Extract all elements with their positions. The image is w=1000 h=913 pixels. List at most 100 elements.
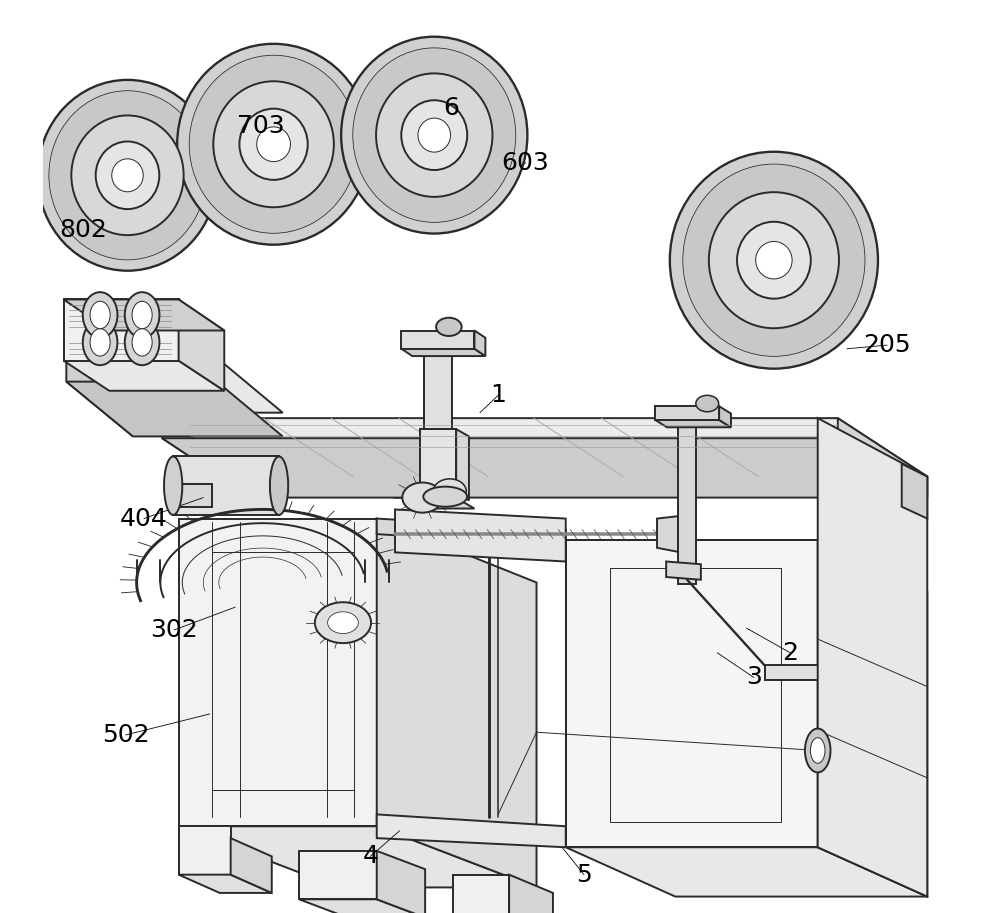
Polygon shape [412,502,474,509]
Polygon shape [231,838,272,893]
Polygon shape [162,438,927,498]
Polygon shape [66,382,283,436]
Ellipse shape [38,80,217,270]
Ellipse shape [125,292,159,338]
Ellipse shape [83,320,117,365]
Ellipse shape [810,738,825,763]
Ellipse shape [270,456,288,515]
Polygon shape [162,418,252,498]
Ellipse shape [90,329,110,356]
Polygon shape [299,851,377,899]
Polygon shape [64,299,224,331]
Polygon shape [655,406,719,420]
Polygon shape [453,875,509,913]
Polygon shape [566,847,927,897]
Ellipse shape [423,487,467,507]
Ellipse shape [805,729,831,772]
Polygon shape [818,540,927,897]
Polygon shape [111,227,144,267]
Ellipse shape [709,192,839,329]
Polygon shape [719,406,731,427]
Polygon shape [401,349,485,356]
Ellipse shape [353,47,516,223]
Ellipse shape [418,118,451,152]
Polygon shape [257,199,290,240]
Polygon shape [666,561,701,580]
Polygon shape [902,464,927,519]
Text: 302: 302 [150,618,198,642]
Ellipse shape [315,603,371,643]
Ellipse shape [96,142,159,209]
Ellipse shape [402,482,442,513]
Ellipse shape [49,90,206,260]
Ellipse shape [433,478,466,504]
Ellipse shape [376,73,492,197]
Polygon shape [179,299,224,391]
Ellipse shape [737,222,811,299]
Polygon shape [395,509,566,561]
Polygon shape [377,851,425,913]
Polygon shape [657,516,681,552]
Ellipse shape [696,395,719,412]
Text: 6: 6 [444,96,460,120]
Polygon shape [566,540,818,847]
Ellipse shape [213,81,334,207]
Text: 1: 1 [490,383,506,407]
Polygon shape [818,418,927,897]
Text: 802: 802 [60,218,108,242]
Ellipse shape [670,152,878,369]
Ellipse shape [132,301,152,329]
Ellipse shape [177,44,370,245]
Ellipse shape [112,159,143,192]
Polygon shape [456,429,469,500]
Polygon shape [655,420,731,427]
Polygon shape [179,826,537,887]
Ellipse shape [239,109,308,180]
Ellipse shape [189,56,358,234]
Polygon shape [64,361,224,391]
Ellipse shape [125,320,159,365]
Polygon shape [678,413,696,584]
Polygon shape [64,299,179,361]
Ellipse shape [164,456,182,515]
Polygon shape [66,358,133,436]
Polygon shape [179,826,231,875]
Ellipse shape [341,37,527,234]
Polygon shape [509,875,553,913]
Text: 703: 703 [237,114,285,138]
Ellipse shape [683,164,865,356]
Ellipse shape [756,241,792,279]
Text: 205: 205 [863,333,911,357]
Polygon shape [418,189,451,229]
Text: 2: 2 [782,641,798,665]
Ellipse shape [90,301,110,329]
Ellipse shape [83,292,117,338]
Text: 404: 404 [120,507,168,530]
Polygon shape [377,519,566,546]
Polygon shape [66,358,283,413]
Polygon shape [179,875,272,893]
Polygon shape [838,418,927,498]
Polygon shape [401,331,474,349]
Ellipse shape [436,318,462,336]
Polygon shape [179,519,377,826]
Polygon shape [420,429,456,493]
Polygon shape [162,418,927,477]
Polygon shape [757,320,790,363]
Ellipse shape [132,329,152,356]
Text: 3: 3 [746,666,762,689]
Polygon shape [173,456,279,515]
Polygon shape [424,349,452,429]
Ellipse shape [328,612,358,634]
Text: 4: 4 [362,845,378,868]
Ellipse shape [257,127,290,162]
Polygon shape [474,331,485,356]
Ellipse shape [71,115,184,236]
Text: 502: 502 [102,723,149,747]
Text: 5: 5 [576,863,592,887]
Polygon shape [765,665,818,680]
Ellipse shape [401,100,467,170]
Polygon shape [377,814,566,847]
Polygon shape [179,484,212,507]
Text: 603: 603 [502,151,549,174]
